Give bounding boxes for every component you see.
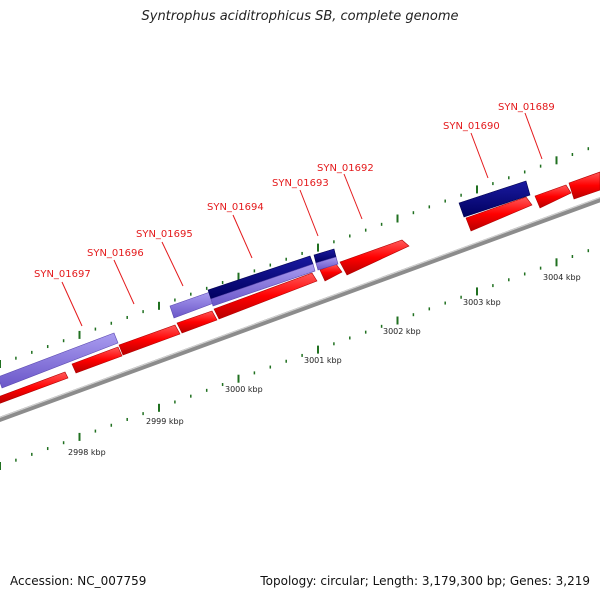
accession-text: Accession: NC_007759 (10, 574, 147, 588)
tick-row-upper (0, 147, 590, 368)
map-title: Syntrophus aciditrophicus SB, complete g… (141, 9, 459, 24)
gene-label[interactable]: SYN_01694 (207, 202, 264, 213)
gene-labels: SYN_01697 SYN_01696 SYN_01695 SYN_01694 … (34, 102, 555, 280)
cds-arrow[interactable] (465, 196, 533, 232)
gene-label[interactable]: SYN_01692 (317, 163, 374, 174)
cds-track-reverse-blue (0, 180, 531, 389)
gene-label[interactable]: SYN_01690 (443, 121, 500, 132)
gene-label[interactable]: SYN_01689 (498, 102, 555, 113)
cds-bar-light[interactable] (0, 332, 119, 389)
scale-label: 3003 kbp (463, 298, 501, 307)
scale-label: 3002 kbp (383, 327, 421, 336)
gene-label[interactable]: SYN_01695 (136, 229, 193, 240)
cds-arrow[interactable] (568, 171, 600, 200)
cds-arrow[interactable] (71, 346, 123, 374)
cds-arrow[interactable] (176, 310, 218, 334)
cds-arrow[interactable] (118, 324, 181, 356)
cds-arrow[interactable] (339, 239, 410, 276)
cds-bar-light[interactable] (315, 256, 339, 271)
cds-arrow[interactable] (0, 371, 69, 404)
tick-row-lower (0, 249, 590, 470)
cds-arrow[interactable] (213, 272, 318, 320)
genome-summary-text: Topology: circular; Length: 3,179,300 bp… (260, 574, 590, 588)
cds-track-forward-red (0, 171, 600, 404)
cds-bar-light[interactable] (210, 263, 316, 307)
cds-arrow[interactable] (534, 184, 572, 209)
gene-label[interactable]: SYN_01697 (34, 269, 91, 280)
label-leaders (61, 112, 543, 327)
scale-label: 3004 kbp (543, 273, 581, 282)
scale-label: 2998 kbp (68, 448, 106, 457)
gene-label[interactable]: SYN_01693 (272, 178, 329, 189)
scale-label: 2999 kbp (146, 417, 184, 426)
cds-bar-dark[interactable] (458, 180, 531, 218)
gene-label[interactable]: SYN_01696 (87, 248, 144, 259)
scale-labels: 2998 kbp 2999 kbp 3000 kbp 3001 kbp 3002… (68, 273, 581, 457)
scale-label: 3000 kbp (225, 385, 263, 394)
backbone (0, 196, 600, 423)
scale-label: 3001 kbp (304, 356, 342, 365)
